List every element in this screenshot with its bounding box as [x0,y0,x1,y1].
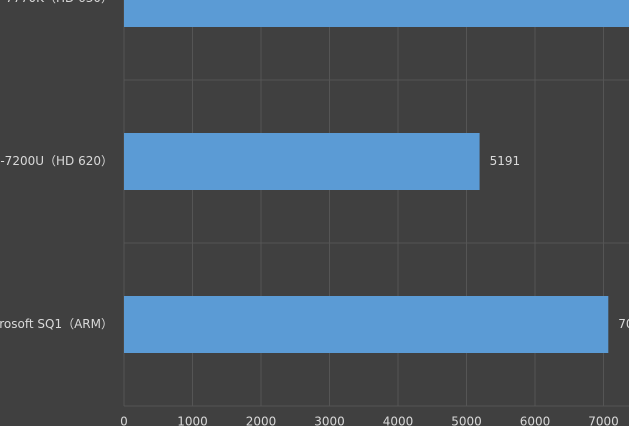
bar [124,133,480,190]
value-label: 5191 [490,154,521,168]
x-tick-label: 3000 [314,415,345,426]
x-tick-label: 5000 [451,415,482,426]
x-tick-label: 0 [120,415,128,426]
x-tick-label: 7000 [588,415,619,426]
y-tick-label: 5-7200U（HD 620） [0,154,113,168]
x-tick-label: 4000 [383,415,414,426]
value-label: 7070 [618,317,629,331]
bar [124,0,629,27]
x-tick-label: 6000 [520,415,551,426]
y-tick-label: rosoft SQ1（ARM） [0,317,113,331]
bar [124,296,609,353]
x-tick-label: 2000 [246,415,277,426]
y-tick-label: 7-7770K（HD 630） [0,0,113,5]
x-tick-label: 1000 [177,415,208,426]
